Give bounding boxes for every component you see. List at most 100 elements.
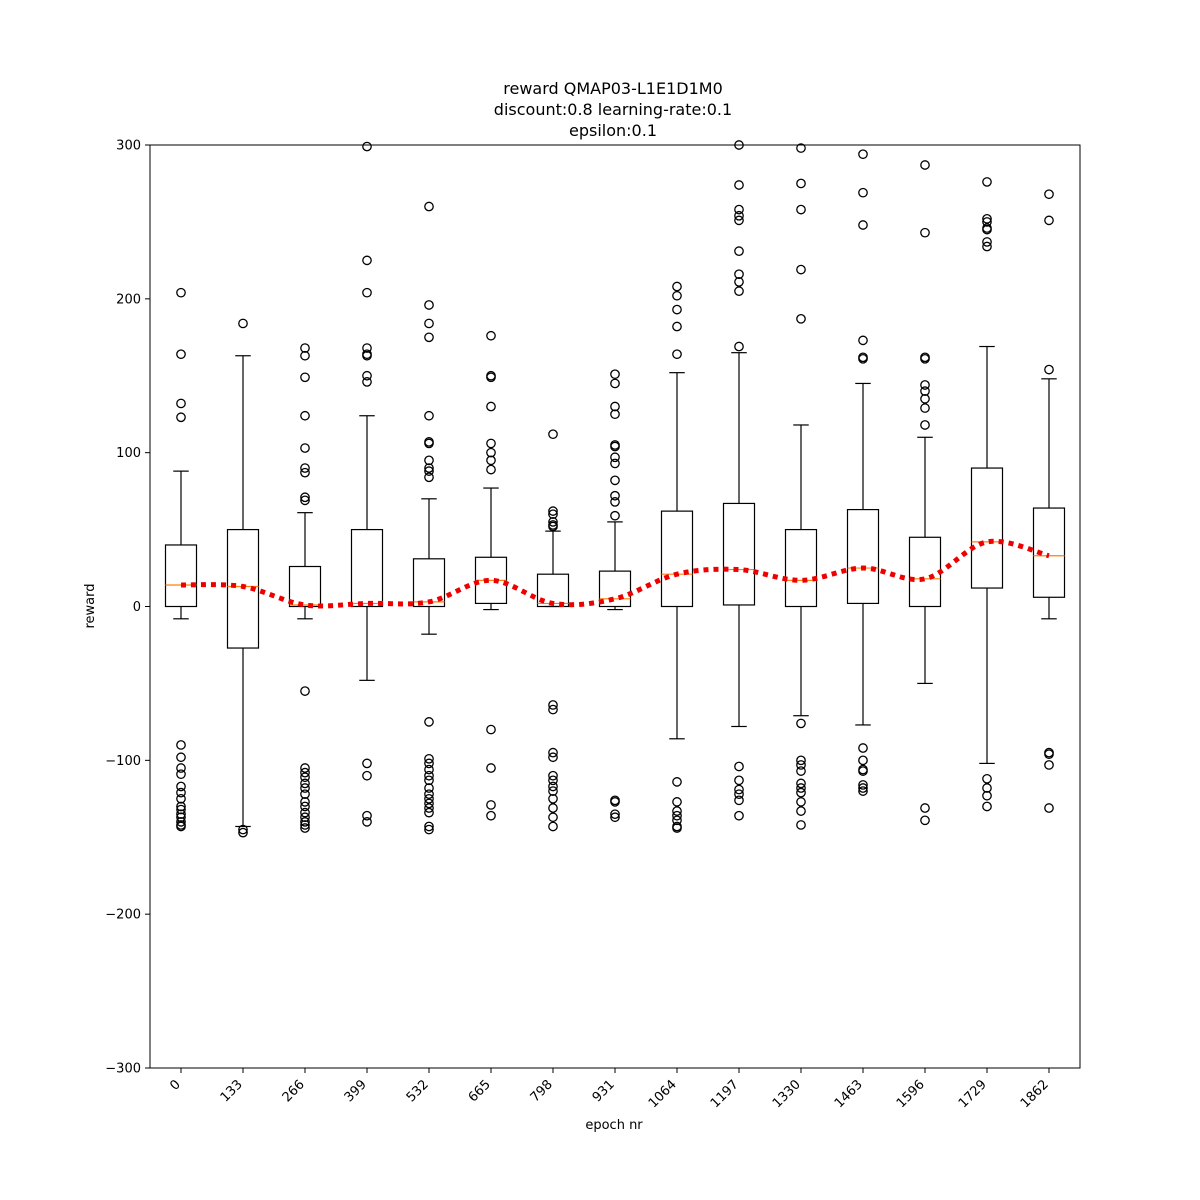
outlier-point [424, 332, 434, 343]
outlier-point [734, 761, 744, 772]
outlier-point [424, 789, 434, 800]
outlier-point [362, 343, 372, 353]
outlier-point [796, 204, 806, 215]
outlier-point [362, 255, 372, 266]
chart-title-line-2: discount:0.8 learning-rate:0.1 [494, 100, 732, 119]
outlier-point [362, 377, 372, 387]
outlier-point [610, 797, 620, 807]
box-iqr [226, 528, 260, 649]
outlier-point [486, 724, 496, 735]
outlier-point [176, 740, 186, 750]
box-iqr [350, 528, 384, 608]
outlier-point [424, 466, 434, 476]
outlier-point [486, 438, 496, 449]
box-group-798 [536, 429, 570, 832]
outlier-point [300, 783, 310, 793]
outlier-point [424, 717, 434, 727]
outlier-point [672, 806, 682, 816]
outlier-point [982, 177, 992, 187]
outlier-point [424, 472, 434, 483]
outlier-point [1044, 749, 1054, 760]
outlier-point [176, 821, 186, 832]
outlier-point [610, 510, 620, 521]
outlier-point [920, 420, 930, 430]
box-iqr [846, 508, 880, 605]
box-iqr [536, 573, 570, 608]
outlier-point [300, 807, 310, 818]
outlier-point [362, 810, 372, 821]
outlier-point [362, 817, 372, 827]
box-group-399 [350, 141, 384, 827]
box-iqr [784, 528, 818, 608]
y-tick-label: 0 [133, 600, 141, 615]
outlier-point [610, 812, 620, 823]
outlier-point [982, 241, 992, 252]
box-group-0 [164, 287, 198, 832]
outlier-point [734, 215, 744, 226]
box-group-931 [598, 369, 632, 823]
outlier-point [424, 463, 434, 473]
outlier-point [672, 321, 682, 332]
outlier-point [486, 447, 496, 458]
outlier-point [486, 763, 496, 773]
outlier-point [982, 773, 992, 784]
outlier-point [796, 778, 806, 789]
outlier-point [548, 521, 558, 532]
outlier-point [176, 801, 186, 812]
outlier-point [920, 393, 930, 404]
outlier-point [548, 752, 558, 763]
outlier-point [858, 149, 868, 160]
box-group-266 [288, 343, 322, 833]
outlier-point [1044, 803, 1054, 813]
box-iqr [970, 467, 1004, 589]
outlier-point [300, 467, 310, 478]
outlier-point [176, 817, 186, 827]
outlier-point [300, 767, 310, 778]
outlier-point [424, 824, 434, 835]
outlier-point [300, 495, 310, 506]
outlier-point [176, 412, 186, 423]
outlier-point [238, 824, 248, 835]
outlier-point [176, 809, 186, 820]
outlier-point [362, 758, 372, 769]
outlier-point [982, 783, 992, 793]
box-group-1729 [970, 177, 1004, 812]
outlier-point [300, 463, 310, 473]
outlier-point [858, 766, 868, 776]
outlier-point [610, 497, 620, 507]
box-group-1862 [1032, 189, 1066, 813]
outlier-point [548, 747, 558, 758]
outlier-point [982, 801, 992, 812]
y-tick-label: 100 [116, 446, 141, 461]
box-iqr [722, 502, 756, 606]
outlier-point [176, 398, 186, 409]
outlier-point [734, 810, 744, 821]
outlier-point [486, 800, 496, 810]
outlier-point [920, 160, 930, 170]
outlier-point [362, 370, 372, 381]
outlier-point [672, 815, 682, 826]
outlier-point [300, 492, 310, 503]
outlier-point [300, 372, 310, 383]
outlier-point [858, 335, 868, 346]
outlier-point [610, 369, 620, 380]
outlier-point [982, 224, 992, 235]
outlier-point [300, 350, 310, 361]
outlier-point [734, 246, 744, 256]
y-tick-label: −100 [105, 754, 141, 769]
outlier-point [796, 820, 806, 830]
outlier-point [424, 438, 434, 449]
outlier-point [300, 343, 310, 353]
outlier-point [920, 386, 930, 396]
outlier-point [424, 318, 434, 329]
outlier-point [424, 803, 434, 813]
box-group-1064 [660, 281, 694, 833]
outlier-point [424, 798, 434, 809]
outlier-point [176, 349, 186, 360]
outlier-point [548, 803, 558, 813]
outlier-point [796, 760, 806, 770]
outlier-point [610, 475, 620, 486]
outlier-point [300, 820, 310, 830]
outlier-point [672, 797, 682, 807]
outlier-point [796, 787, 806, 798]
